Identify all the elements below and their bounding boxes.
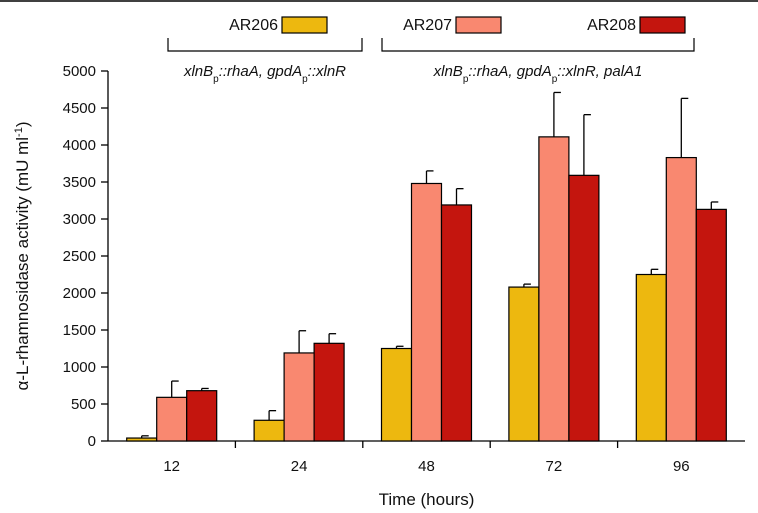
x-tick-label: 12 [163,458,180,475]
genotype-label: xlnBp::rhaA, gpdAp::xlnR, palA1 [433,63,643,85]
y-axis-title-superscript: -1 [13,127,25,137]
bar [695,208,727,442]
genotype-subscript: p [463,74,469,85]
bar [380,347,413,442]
y-tick-label: 2500 [63,248,96,265]
x-tick-label: 48 [418,458,435,475]
genotype-text: ::rhaA, gpdA [468,63,551,80]
bar [538,136,570,442]
genotype-text: ::xlnR [308,63,347,80]
genotype-annotations: xlnBp::rhaA, gpdAp::xlnR xlnBp::rhaA, gpd… [167,38,695,85]
y-tick-label: 5000 [63,63,96,80]
bar [440,204,473,442]
genotype-subscript: p [213,74,219,85]
y-axis: 0 500 1000 1500 2000 2500 3000 3500 4000 4500 5000 [63,63,109,450]
bar [126,437,158,442]
y-tick-label: 4500 [63,100,96,117]
bar [568,174,600,442]
genotype-subscript: p [552,74,558,85]
y-axis-title-end: ) [13,121,32,127]
bar [508,286,540,442]
y-tick-label: 2000 [63,285,96,302]
bar [410,182,443,442]
legend: AR206 AR207 AR208 [229,16,686,34]
genotype-text: ::xlnR, palA1 [557,63,642,80]
x-axis-title: Time (hours) [379,490,475,509]
bar [313,342,345,442]
bar [635,273,667,442]
genotype-label: xlnBp::rhaA, gpdAp::xlnR [183,63,346,85]
genotype-bracket [381,38,695,52]
bar [283,352,315,442]
legend-label: AR207 [403,17,452,34]
y-tick-label: 500 [71,396,96,413]
genotype-text: ::rhaA, gpdA [219,63,302,80]
x-axis: 12 24 48 72 96 [108,440,745,475]
x-tick-label: 96 [673,458,690,475]
bar [253,419,285,442]
y-tick-label: 4000 [63,137,96,154]
x-tick-label: 72 [546,458,563,475]
y-tick-label: 1000 [63,359,96,376]
y-tick-label: 3500 [63,174,96,191]
legend-swatch [455,16,502,34]
bar [665,156,697,442]
genotype-bracket [167,38,363,52]
bar [186,390,218,442]
y-axis-title: α-L-rhamnosidase activity (mU ml-1) [13,121,32,390]
y-tick-label: 1500 [63,322,96,339]
y-axis-title-main: α-L-rhamnosidase activity (mU ml [13,137,32,391]
y-tick-label: 3000 [63,211,96,228]
x-tick-label: 24 [291,458,308,475]
genotype-text: xlnB [183,63,213,80]
legend-swatch [639,16,686,34]
legend-swatch [281,16,328,34]
y-tick-label: 0 [88,433,96,450]
genotype-text: xlnB [433,63,463,80]
legend-label: AR208 [587,17,636,34]
legend-label: AR206 [229,17,278,34]
genotype-subscript: p [302,74,308,85]
bars [126,136,727,442]
error-bars [141,91,719,439]
bar [156,396,188,442]
